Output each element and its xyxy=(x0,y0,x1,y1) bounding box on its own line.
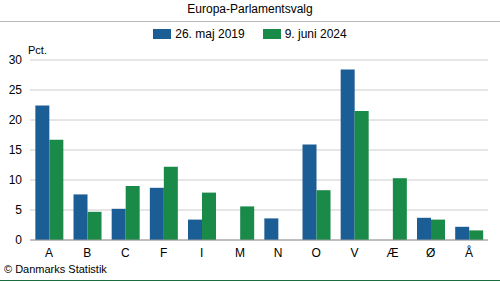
svg-text:30: 30 xyxy=(9,53,23,67)
svg-text:F: F xyxy=(160,246,167,260)
svg-text:O: O xyxy=(312,246,321,260)
svg-text:C: C xyxy=(121,246,130,260)
html-text:9. juni 2024: 9. juni 2024 xyxy=(284,27,347,41)
svg-text:M: M xyxy=(235,246,245,260)
html-text:Europa-Parlamentsvalg: Europa-Parlamentsvalg xyxy=(187,2,313,16)
svg-text:Å: Å xyxy=(465,245,473,260)
html-text:© Danmarks Statistik: © Danmarks Statistik xyxy=(4,263,107,275)
html-text:26. maj 2019: 26. maj 2019 xyxy=(175,27,245,41)
svg-text:10: 10 xyxy=(9,173,23,187)
svg-text:20: 20 xyxy=(9,113,23,127)
svg-text:B: B xyxy=(83,246,91,260)
svg-text:5: 5 xyxy=(15,203,22,217)
svg-text:Ø: Ø xyxy=(426,246,435,260)
svg-text:A: A xyxy=(45,246,53,260)
svg-text:25: 25 xyxy=(9,83,23,97)
svg-text:Æ: Æ xyxy=(387,246,399,260)
svg-text:I: I xyxy=(200,246,203,260)
svg-text:V: V xyxy=(350,246,358,260)
svg-text:N: N xyxy=(274,246,283,260)
svg-text:0: 0 xyxy=(15,233,22,247)
svg-text:15: 15 xyxy=(9,143,23,157)
html-text:Pct.: Pct. xyxy=(28,44,47,56)
